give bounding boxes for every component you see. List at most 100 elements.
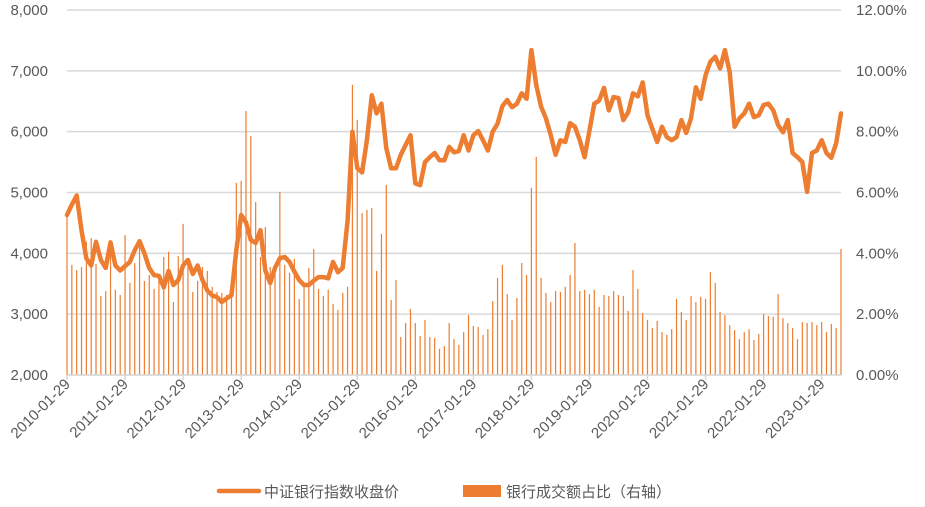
bar — [206, 270, 208, 375]
bar — [293, 258, 295, 375]
bar — [138, 247, 141, 375]
bar — [792, 327, 794, 375]
bar — [651, 327, 653, 375]
bar — [748, 329, 750, 375]
y-left-tick-label: 6,000 — [10, 124, 48, 141]
bar — [361, 212, 363, 375]
bar — [80, 267, 83, 375]
x-tick-label: 2016-01-29 — [356, 376, 422, 442]
bar — [733, 329, 736, 375]
bar — [429, 336, 431, 375]
bar — [550, 302, 552, 375]
bar — [729, 325, 731, 375]
bar — [385, 184, 387, 375]
legend-item-line[interactable]: 中证银行指数收盘价 — [216, 483, 399, 501]
bar — [124, 235, 126, 375]
bar — [671, 329, 673, 375]
bar — [453, 339, 455, 375]
bar — [438, 348, 441, 375]
bar — [148, 274, 150, 375]
x-tick-label: 2021-01-29 — [646, 376, 712, 442]
bar — [564, 286, 566, 375]
bar — [627, 310, 629, 375]
bar — [448, 322, 450, 375]
x-tick-label: 2018-01-29 — [472, 376, 538, 442]
bar — [511, 319, 513, 375]
bar — [700, 296, 702, 375]
x-tick-label: 2023-01-29 — [762, 376, 828, 442]
bar — [593, 289, 595, 375]
bar — [608, 295, 610, 375]
bar — [177, 256, 179, 375]
bar — [753, 340, 755, 375]
bar — [153, 288, 155, 375]
bar — [351, 84, 354, 375]
bar — [327, 289, 329, 375]
bar — [613, 291, 615, 375]
bar — [226, 295, 228, 375]
bar — [656, 320, 658, 375]
y-left-tick-label: 2,000 — [10, 367, 48, 384]
bar — [487, 329, 489, 375]
y-left-tick-label: 4,000 — [10, 245, 48, 262]
bar — [709, 271, 711, 375]
y-right-tick-label: 10.00% — [856, 63, 907, 80]
bar — [622, 295, 624, 375]
bar — [584, 289, 586, 375]
bar — [661, 332, 663, 375]
bar — [424, 319, 426, 375]
bar — [477, 326, 479, 375]
bar — [85, 241, 87, 375]
bar — [313, 249, 315, 375]
y-left-tick-label: 8,000 — [10, 2, 48, 19]
bar — [434, 337, 436, 375]
bar — [782, 318, 784, 375]
y-right-tick-label: 12.00% — [856, 2, 907, 19]
x-axis: 2010-01-292011-01-292012-01-292013-01-29… — [8, 374, 841, 442]
bar — [182, 223, 184, 375]
line-series-index-close — [64, 47, 844, 305]
bar — [695, 302, 697, 375]
x-tick-label: 2011-01-29 — [66, 376, 131, 441]
bar — [724, 315, 726, 375]
bar — [71, 264, 73, 375]
bar — [579, 291, 581, 375]
bar — [787, 322, 789, 375]
bar — [167, 251, 170, 375]
bar — [163, 256, 165, 375]
y-left-tick-label: 3,000 — [10, 306, 48, 323]
x-tick-label: 2022-01-29 — [704, 376, 770, 442]
bar — [530, 187, 532, 375]
bar — [603, 295, 605, 375]
bar-series — [66, 84, 842, 375]
bar — [777, 294, 779, 375]
bar — [806, 322, 808, 375]
x-tick-label: 2020-01-29 — [588, 376, 654, 442]
bar — [738, 339, 741, 375]
bar — [211, 286, 213, 375]
bar — [230, 295, 233, 375]
legend-item-bar[interactable]: 银行成交额占比（右轴） — [463, 483, 671, 501]
bar — [288, 272, 291, 375]
bar — [201, 267, 204, 375]
bar — [521, 263, 523, 375]
bar — [811, 322, 813, 375]
y-axis-right: 0.00% 2.00% 4.00% 6.00% 8.00% 10.00% 12.00% — [856, 2, 907, 384]
bar — [458, 344, 460, 375]
bar — [192, 291, 194, 375]
bar — [119, 295, 121, 375]
bar — [240, 180, 242, 375]
bar — [279, 191, 281, 375]
bar — [95, 263, 97, 375]
bar — [637, 288, 639, 375]
bar — [501, 264, 503, 375]
bar — [680, 312, 682, 375]
bar — [472, 326, 474, 375]
bar — [685, 319, 687, 375]
bar — [743, 332, 745, 375]
x-tick-label: 2013-01-29 — [182, 376, 248, 442]
bar — [496, 277, 499, 375]
bar — [719, 312, 721, 375]
y-right-tick-label: 0.00% — [856, 367, 899, 384]
